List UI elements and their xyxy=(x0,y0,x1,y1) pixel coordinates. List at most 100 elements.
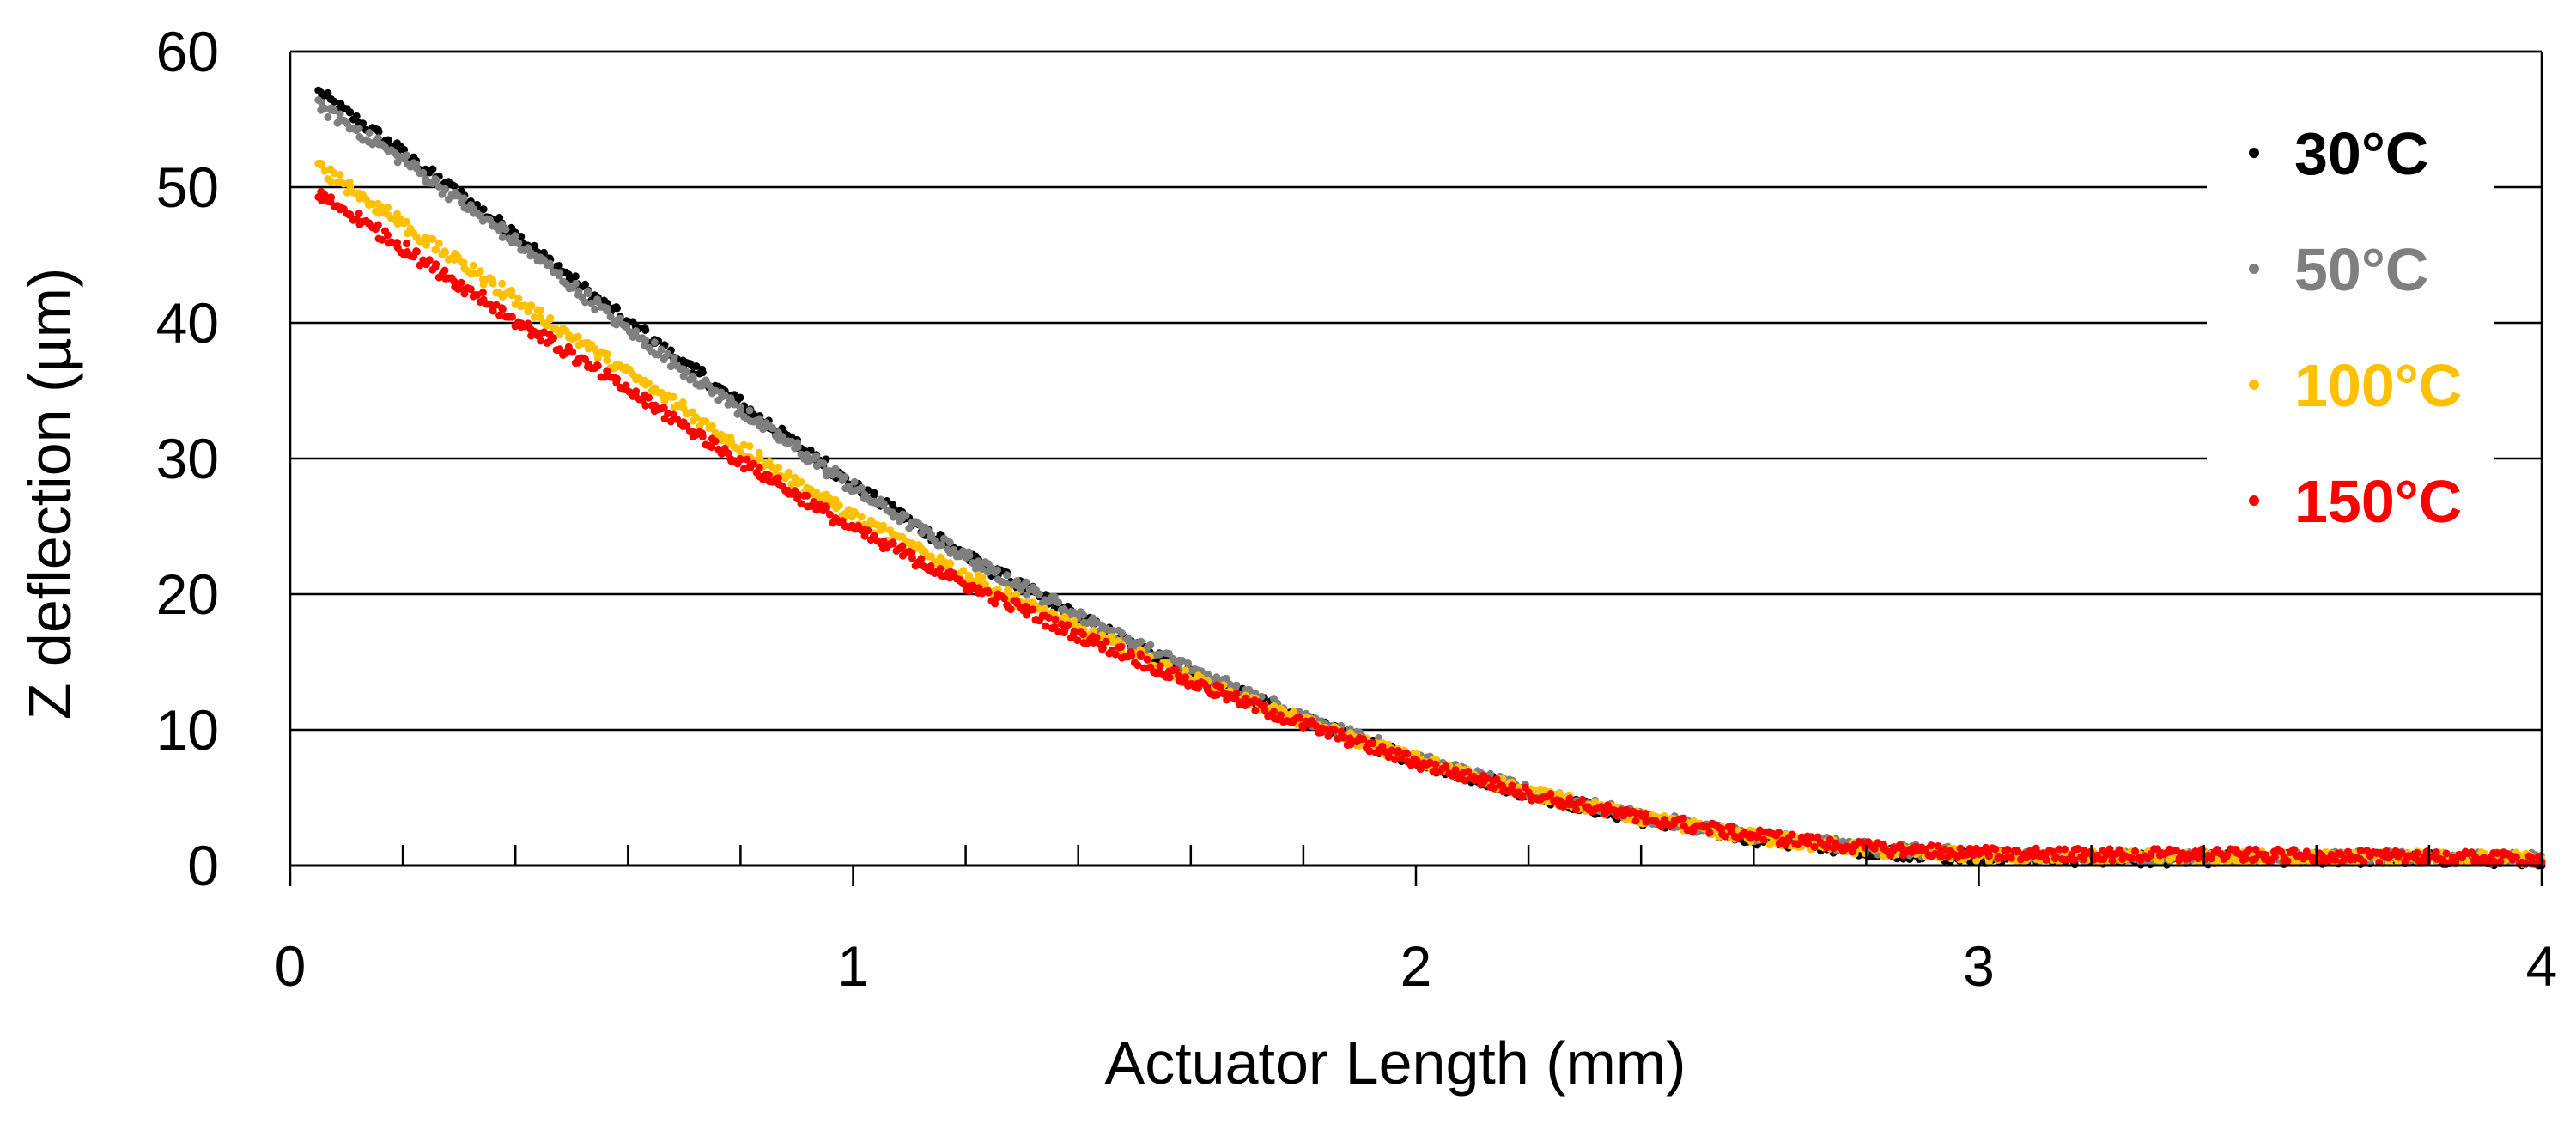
data-point-series-3 xyxy=(1850,840,1859,848)
data-point-series-2 xyxy=(384,204,392,212)
data-point-series-3 xyxy=(1003,601,1012,610)
data-point-series-3 xyxy=(689,428,696,436)
data-point-series-3 xyxy=(584,362,592,371)
data-point-series-3 xyxy=(2499,851,2507,860)
data-point-series-1 xyxy=(1136,638,1145,647)
data-point-series-2 xyxy=(1108,633,1116,641)
data-point-series-2 xyxy=(889,530,897,538)
data-point-series-2 xyxy=(536,313,544,322)
data-point-series-3 xyxy=(1450,768,1459,776)
data-point-series-2 xyxy=(545,315,554,324)
data-point-series-1 xyxy=(489,222,496,230)
data-point-series-3 xyxy=(1060,629,1068,637)
data-point-series-3 xyxy=(1765,829,1773,837)
data-point-series-3 xyxy=(1269,708,1278,716)
data-point-series-1 xyxy=(587,299,596,307)
data-point-series-1 xyxy=(860,495,868,502)
data-point-series-1 xyxy=(495,226,504,234)
data-point-series-2 xyxy=(1194,672,1202,681)
data-point-series-1 xyxy=(659,355,668,364)
data-point-series-3 xyxy=(1728,822,1736,830)
data-point-series-3 xyxy=(1479,771,1488,780)
data-point-series-1 xyxy=(326,104,335,112)
data-point-series-3 xyxy=(1870,844,1878,853)
legend-label-1: 50°C xyxy=(2294,236,2428,303)
data-point-series-1 xyxy=(1089,614,1097,623)
data-point-series-2 xyxy=(603,349,611,358)
data-point-series-3 xyxy=(1355,734,1364,742)
data-point-series-1 xyxy=(336,110,344,118)
data-point-series-3 xyxy=(1841,845,1850,853)
data-point-series-3 xyxy=(869,532,878,541)
data-point-series-3 xyxy=(1917,843,1926,852)
data-point-series-3 xyxy=(2403,854,2412,862)
data-point-series-2 xyxy=(317,159,325,167)
data-point-series-2 xyxy=(739,440,748,449)
data-point-series-3 xyxy=(2346,855,2354,864)
data-point-series-1 xyxy=(374,134,382,143)
data-point-series-1 xyxy=(936,541,945,550)
data-point-series-3 xyxy=(536,329,544,337)
data-point-series-2 xyxy=(603,356,611,365)
data-point-series-1 xyxy=(581,298,589,307)
data-point-series-1 xyxy=(517,246,526,254)
data-point-series-2 xyxy=(2155,856,2164,865)
data-point-series-3 xyxy=(2172,847,2181,854)
data-point-series-3 xyxy=(454,285,462,293)
data-point-series-3 xyxy=(2270,848,2279,856)
data-point-series-3 xyxy=(803,491,811,500)
data-point-series-3 xyxy=(1489,784,1498,793)
data-point-series-3 xyxy=(574,358,582,367)
data-point-series-0 xyxy=(345,108,354,117)
data-point-series-3 xyxy=(469,292,477,301)
data-point-series-3 xyxy=(945,574,954,582)
data-point-series-3 xyxy=(1755,826,1764,835)
data-point-series-3 xyxy=(1172,665,1180,674)
data-point-series-3 xyxy=(1908,848,1917,856)
data-point-series-3 xyxy=(2261,854,2269,863)
data-point-series-1 xyxy=(764,422,773,431)
data-point-series-2 xyxy=(434,239,443,247)
data-point-series-3 xyxy=(1279,718,1287,726)
data-point-series-1 xyxy=(1269,695,1278,703)
data-point-series-1 xyxy=(717,388,726,397)
data-point-series-2 xyxy=(327,177,336,185)
data-point-series-3 xyxy=(1102,637,1110,646)
data-point-series-3 xyxy=(991,599,999,608)
data-point-series-3 xyxy=(1813,834,1821,842)
data-point-series-2 xyxy=(612,361,621,369)
data-point-series-3 xyxy=(1470,772,1478,781)
data-point-series-2 xyxy=(345,178,354,186)
data-point-series-2 xyxy=(1289,708,1297,716)
data-point-series-0 xyxy=(678,356,687,365)
data-point-series-3 xyxy=(825,510,834,519)
data-point-series-3 xyxy=(1657,823,1666,831)
data-point-series-2 xyxy=(964,571,973,580)
data-point-series-3 xyxy=(1784,836,1793,845)
data-point-series-1 xyxy=(469,209,477,217)
data-point-series-3 xyxy=(317,187,325,196)
data-point-series-3 xyxy=(1461,776,1469,785)
data-point-series-3 xyxy=(2166,845,2173,854)
data-point-series-1 xyxy=(1060,604,1068,613)
data-point-series-3 xyxy=(2050,854,2059,863)
data-point-series-3 xyxy=(545,330,554,338)
y-tick-label: 50 xyxy=(156,155,219,219)
data-point-series-1 xyxy=(745,406,754,415)
data-point-series-3 xyxy=(2385,854,2393,862)
data-point-series-3 xyxy=(1956,844,1965,853)
data-point-series-3 xyxy=(2099,847,2107,855)
data-point-series-3 xyxy=(1041,611,1049,620)
data-point-series-3 xyxy=(724,449,732,458)
data-point-series-1 xyxy=(1054,598,1063,607)
data-point-series-3 xyxy=(1069,629,1078,638)
data-point-series-1 xyxy=(498,233,507,241)
data-point-series-3 xyxy=(1641,810,1649,818)
data-point-series-1 xyxy=(574,290,582,299)
data-point-series-2 xyxy=(835,501,843,510)
data-point-series-3 xyxy=(440,266,449,275)
data-point-series-1 xyxy=(822,466,830,475)
data-point-series-1 xyxy=(393,151,401,160)
data-point-series-3 xyxy=(1298,721,1307,730)
data-point-series-2 xyxy=(784,471,792,480)
